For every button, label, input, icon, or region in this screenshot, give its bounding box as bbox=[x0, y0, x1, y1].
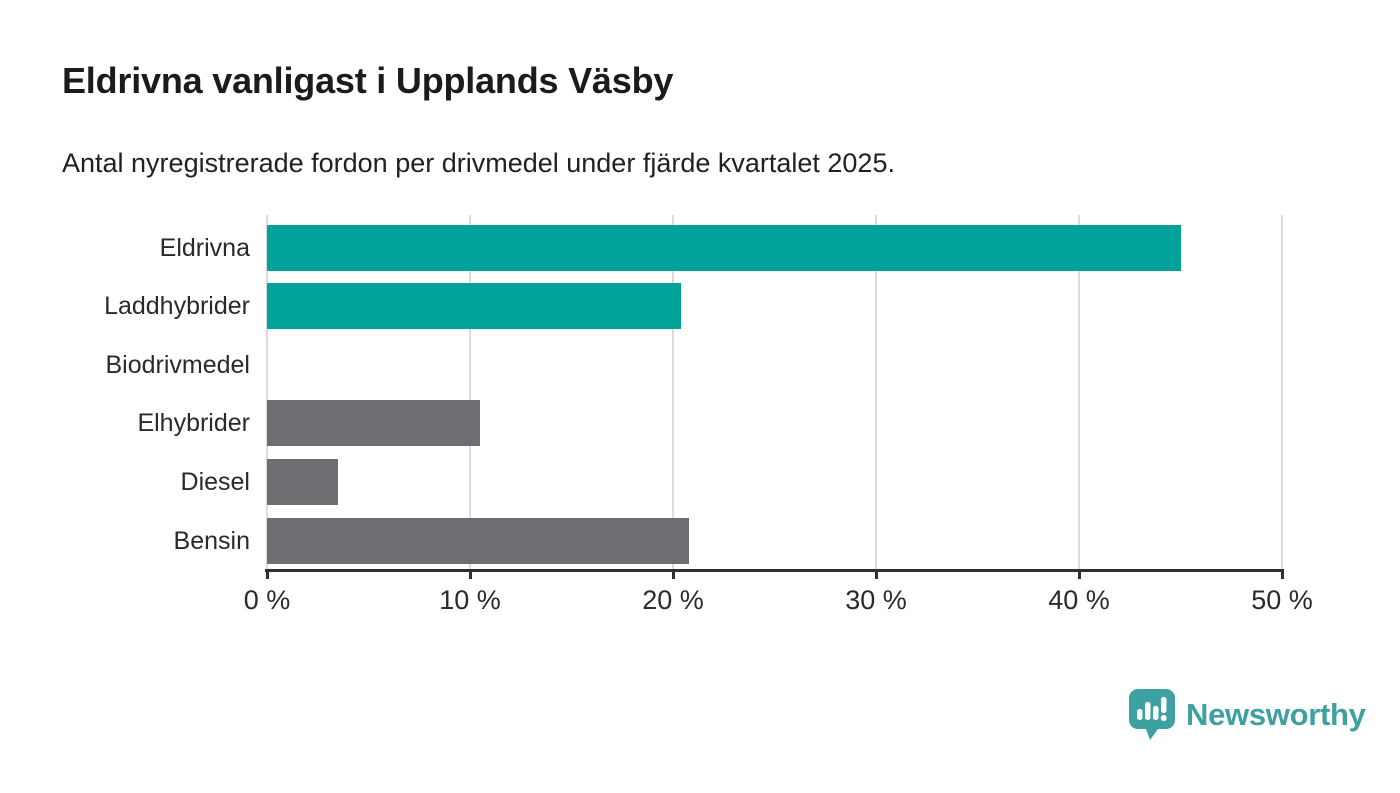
gridline-50 bbox=[1281, 215, 1283, 569]
x-tick-20 bbox=[671, 571, 675, 579]
chart-subtitle: Antal nyregistrerade fordon per drivmede… bbox=[62, 148, 895, 178]
bar-diesel bbox=[267, 458, 339, 505]
category-label-biodrivmedel: Biodrivmedel bbox=[105, 350, 250, 379]
gridline-20 bbox=[672, 215, 674, 569]
x-tick-label-0: 0 % bbox=[243, 585, 291, 615]
gridline-0 bbox=[266, 215, 268, 569]
bar-bensin bbox=[267, 517, 690, 564]
category-label-laddhybrider: Laddhybrider bbox=[104, 292, 250, 321]
newsworthy-logo-icon bbox=[1128, 688, 1176, 742]
category-label-elhybrider: Elhybrider bbox=[137, 409, 250, 438]
chart-title: Eldrivna vanligast i Upplands Väsby bbox=[62, 60, 674, 101]
category-label-bensin: Bensin bbox=[173, 526, 250, 555]
category-label-eldrivna: Eldrivna bbox=[159, 233, 250, 262]
x-tick-30 bbox=[874, 571, 878, 579]
gridline-10 bbox=[469, 215, 471, 569]
x-tick-label-10: 10 % bbox=[439, 585, 501, 615]
gridline-30 bbox=[875, 215, 877, 569]
brand-name: Newsworthy bbox=[1186, 697, 1366, 732]
x-axis-line bbox=[265, 569, 1284, 572]
brand-footer: Newsworthy bbox=[1128, 688, 1366, 742]
x-tick-10 bbox=[468, 571, 472, 579]
x-tick-label-30: 30 % bbox=[845, 585, 907, 615]
x-tick-0 bbox=[265, 571, 269, 579]
gridline-40 bbox=[1078, 215, 1080, 569]
x-tick-40 bbox=[1077, 571, 1081, 579]
bar-laddhybrider bbox=[267, 283, 682, 330]
x-tick-label-40: 40 % bbox=[1048, 585, 1110, 615]
bar-eldrivna bbox=[267, 224, 1181, 271]
category-label-diesel: Diesel bbox=[180, 467, 250, 496]
x-tick-50 bbox=[1280, 571, 1284, 579]
x-tick-label-20: 20 % bbox=[642, 585, 704, 615]
bar-elhybrider bbox=[267, 400, 481, 447]
x-tick-label-50: 50 % bbox=[1251, 585, 1313, 615]
